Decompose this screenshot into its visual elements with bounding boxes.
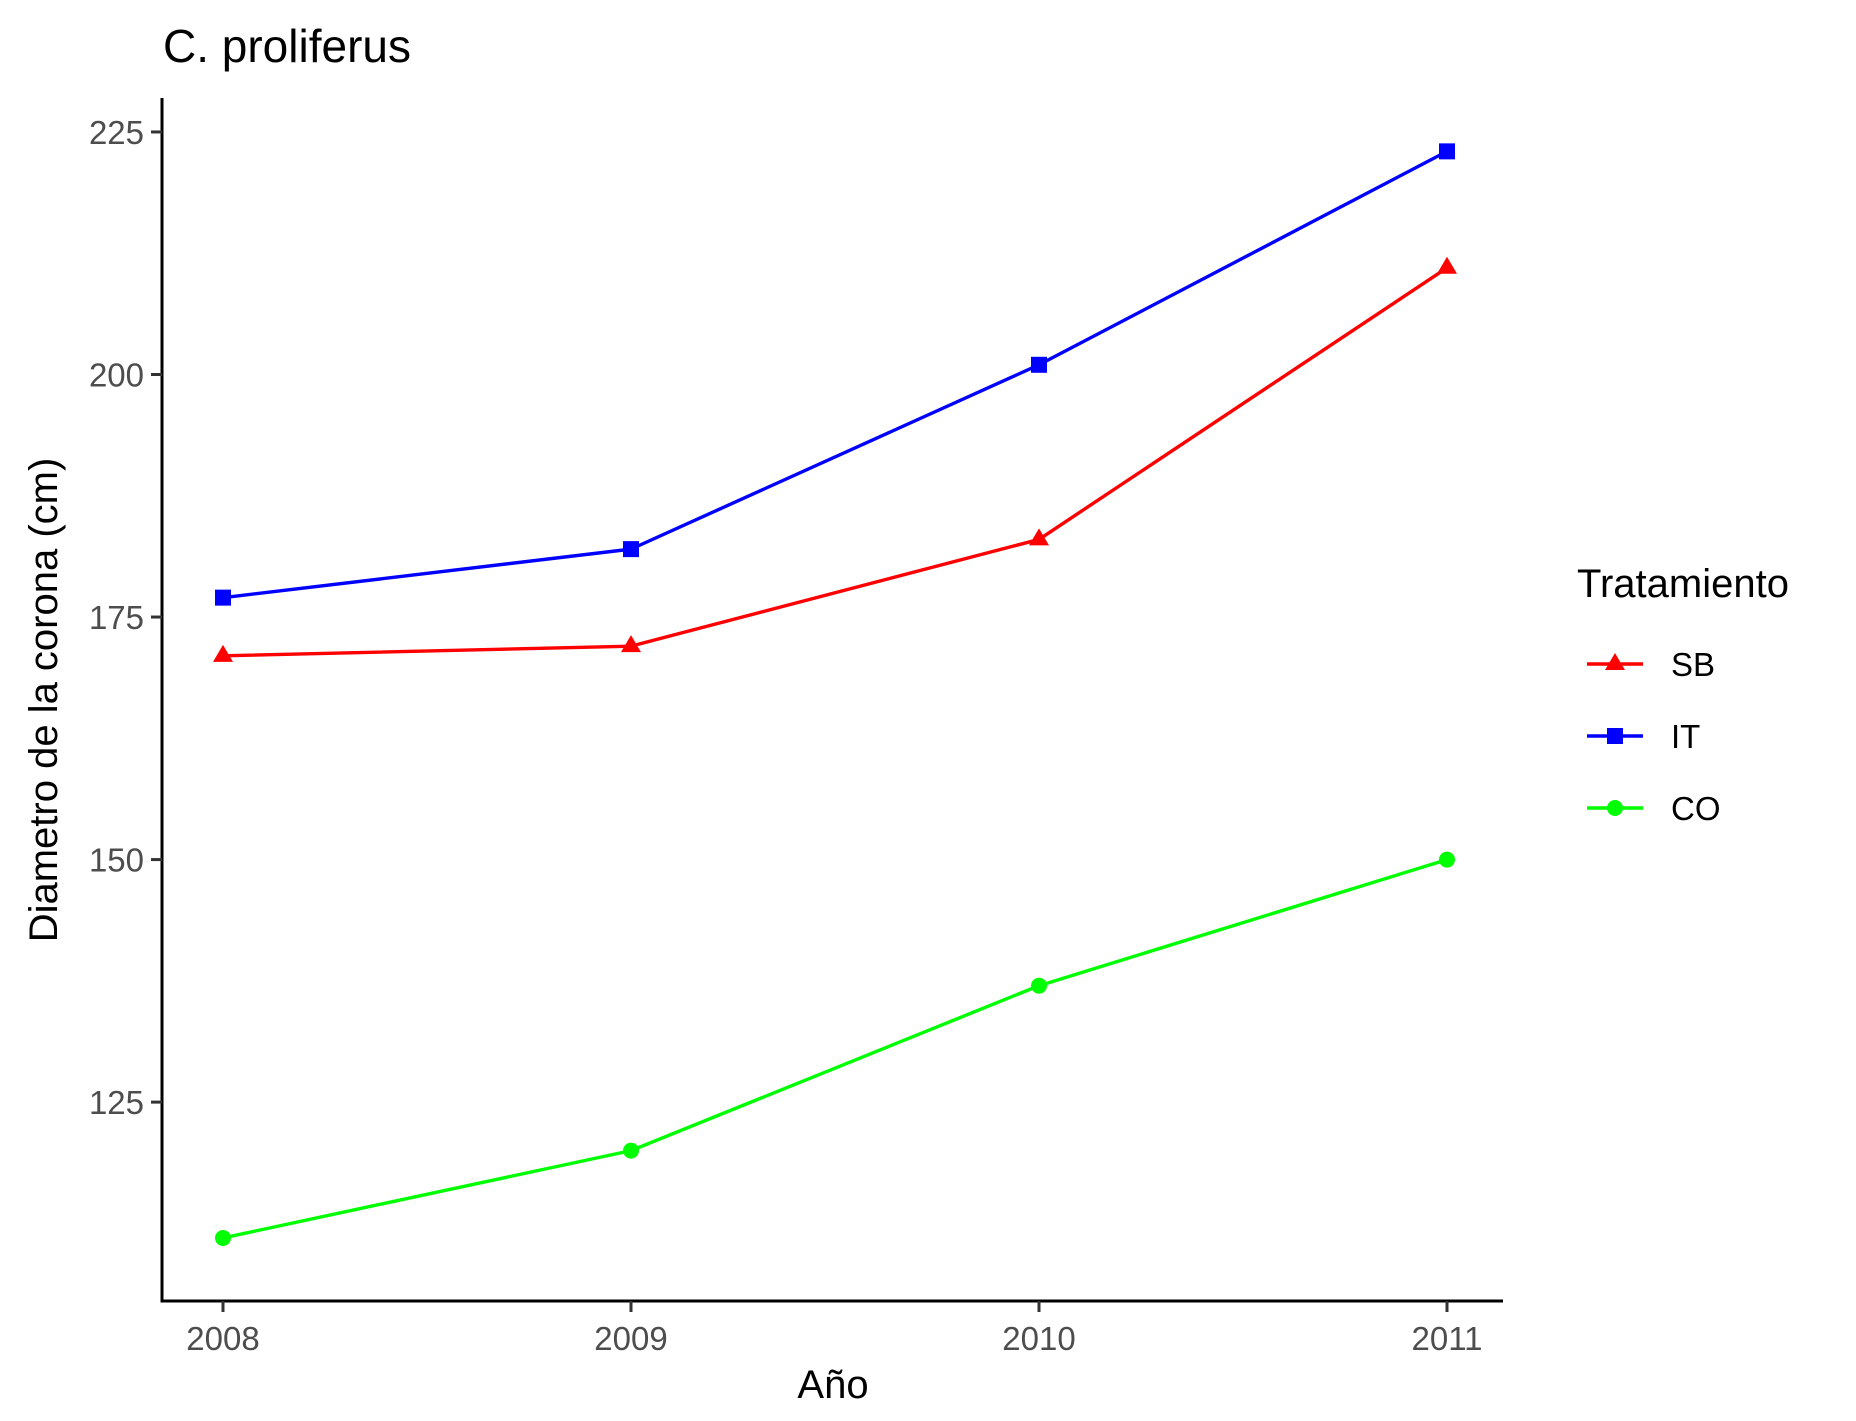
- y-axis-title: Diametro de la corona (cm): [22, 458, 66, 943]
- x-tick-label: 2010: [1002, 1320, 1075, 1357]
- series-it: [215, 143, 1455, 606]
- legend-label: CO: [1671, 790, 1721, 827]
- legend-key-marker: [1607, 728, 1623, 744]
- data-point-it: [215, 589, 231, 606]
- y-tick-label: 200: [89, 356, 144, 393]
- legend-item-sb: SB: [1587, 646, 1715, 683]
- x-tick-label: 2008: [186, 1320, 259, 1357]
- data-point-sb: [621, 635, 641, 653]
- y-tick-label: 125: [89, 1084, 144, 1121]
- x-tick-label: 2009: [594, 1320, 667, 1357]
- series-co: [215, 851, 1455, 1246]
- data-point-sb: [1437, 256, 1457, 274]
- series-sb: [213, 256, 1457, 662]
- legend-label: IT: [1671, 718, 1700, 755]
- data-point-co: [215, 1229, 231, 1246]
- legend-title: Tratamiento: [1577, 562, 1789, 606]
- x-axis-title: Año: [797, 1363, 868, 1407]
- y-tick-label: 150: [89, 842, 144, 879]
- x-tick-label: 2011: [1412, 1320, 1483, 1357]
- legend-item-it: IT: [1587, 718, 1700, 755]
- y-tick-label: 225: [89, 114, 144, 151]
- data-point-sb: [1029, 528, 1049, 546]
- y-axis-ticks: 125 150 175 200 225: [89, 114, 162, 1121]
- series-line-co: [222, 857, 1448, 1240]
- data-point-co: [1031, 977, 1047, 994]
- series-line-it: [222, 149, 1448, 600]
- data-point-sb: [213, 644, 233, 662]
- legend: Tratamiento SB IT CO: [1577, 562, 1789, 827]
- x-axis-ticks: 2008 2009 2010 2011: [186, 1301, 1482, 1357]
- data-point-it: [1031, 356, 1047, 373]
- chart-title: C. proliferus: [163, 20, 411, 72]
- series-line-sb: [222, 266, 1448, 658]
- legend-label: SB: [1671, 646, 1715, 683]
- data-point-co: [623, 1142, 639, 1159]
- data-point-it: [1439, 143, 1455, 160]
- legend-item-co: CO: [1587, 790, 1721, 827]
- y-tick-label: 175: [89, 599, 144, 636]
- data-point-it: [623, 541, 639, 558]
- legend-key-marker: [1607, 800, 1623, 816]
- legend-key-marker: [1605, 653, 1625, 670]
- plot-area: [213, 143, 1457, 1246]
- data-point-co: [1439, 851, 1455, 868]
